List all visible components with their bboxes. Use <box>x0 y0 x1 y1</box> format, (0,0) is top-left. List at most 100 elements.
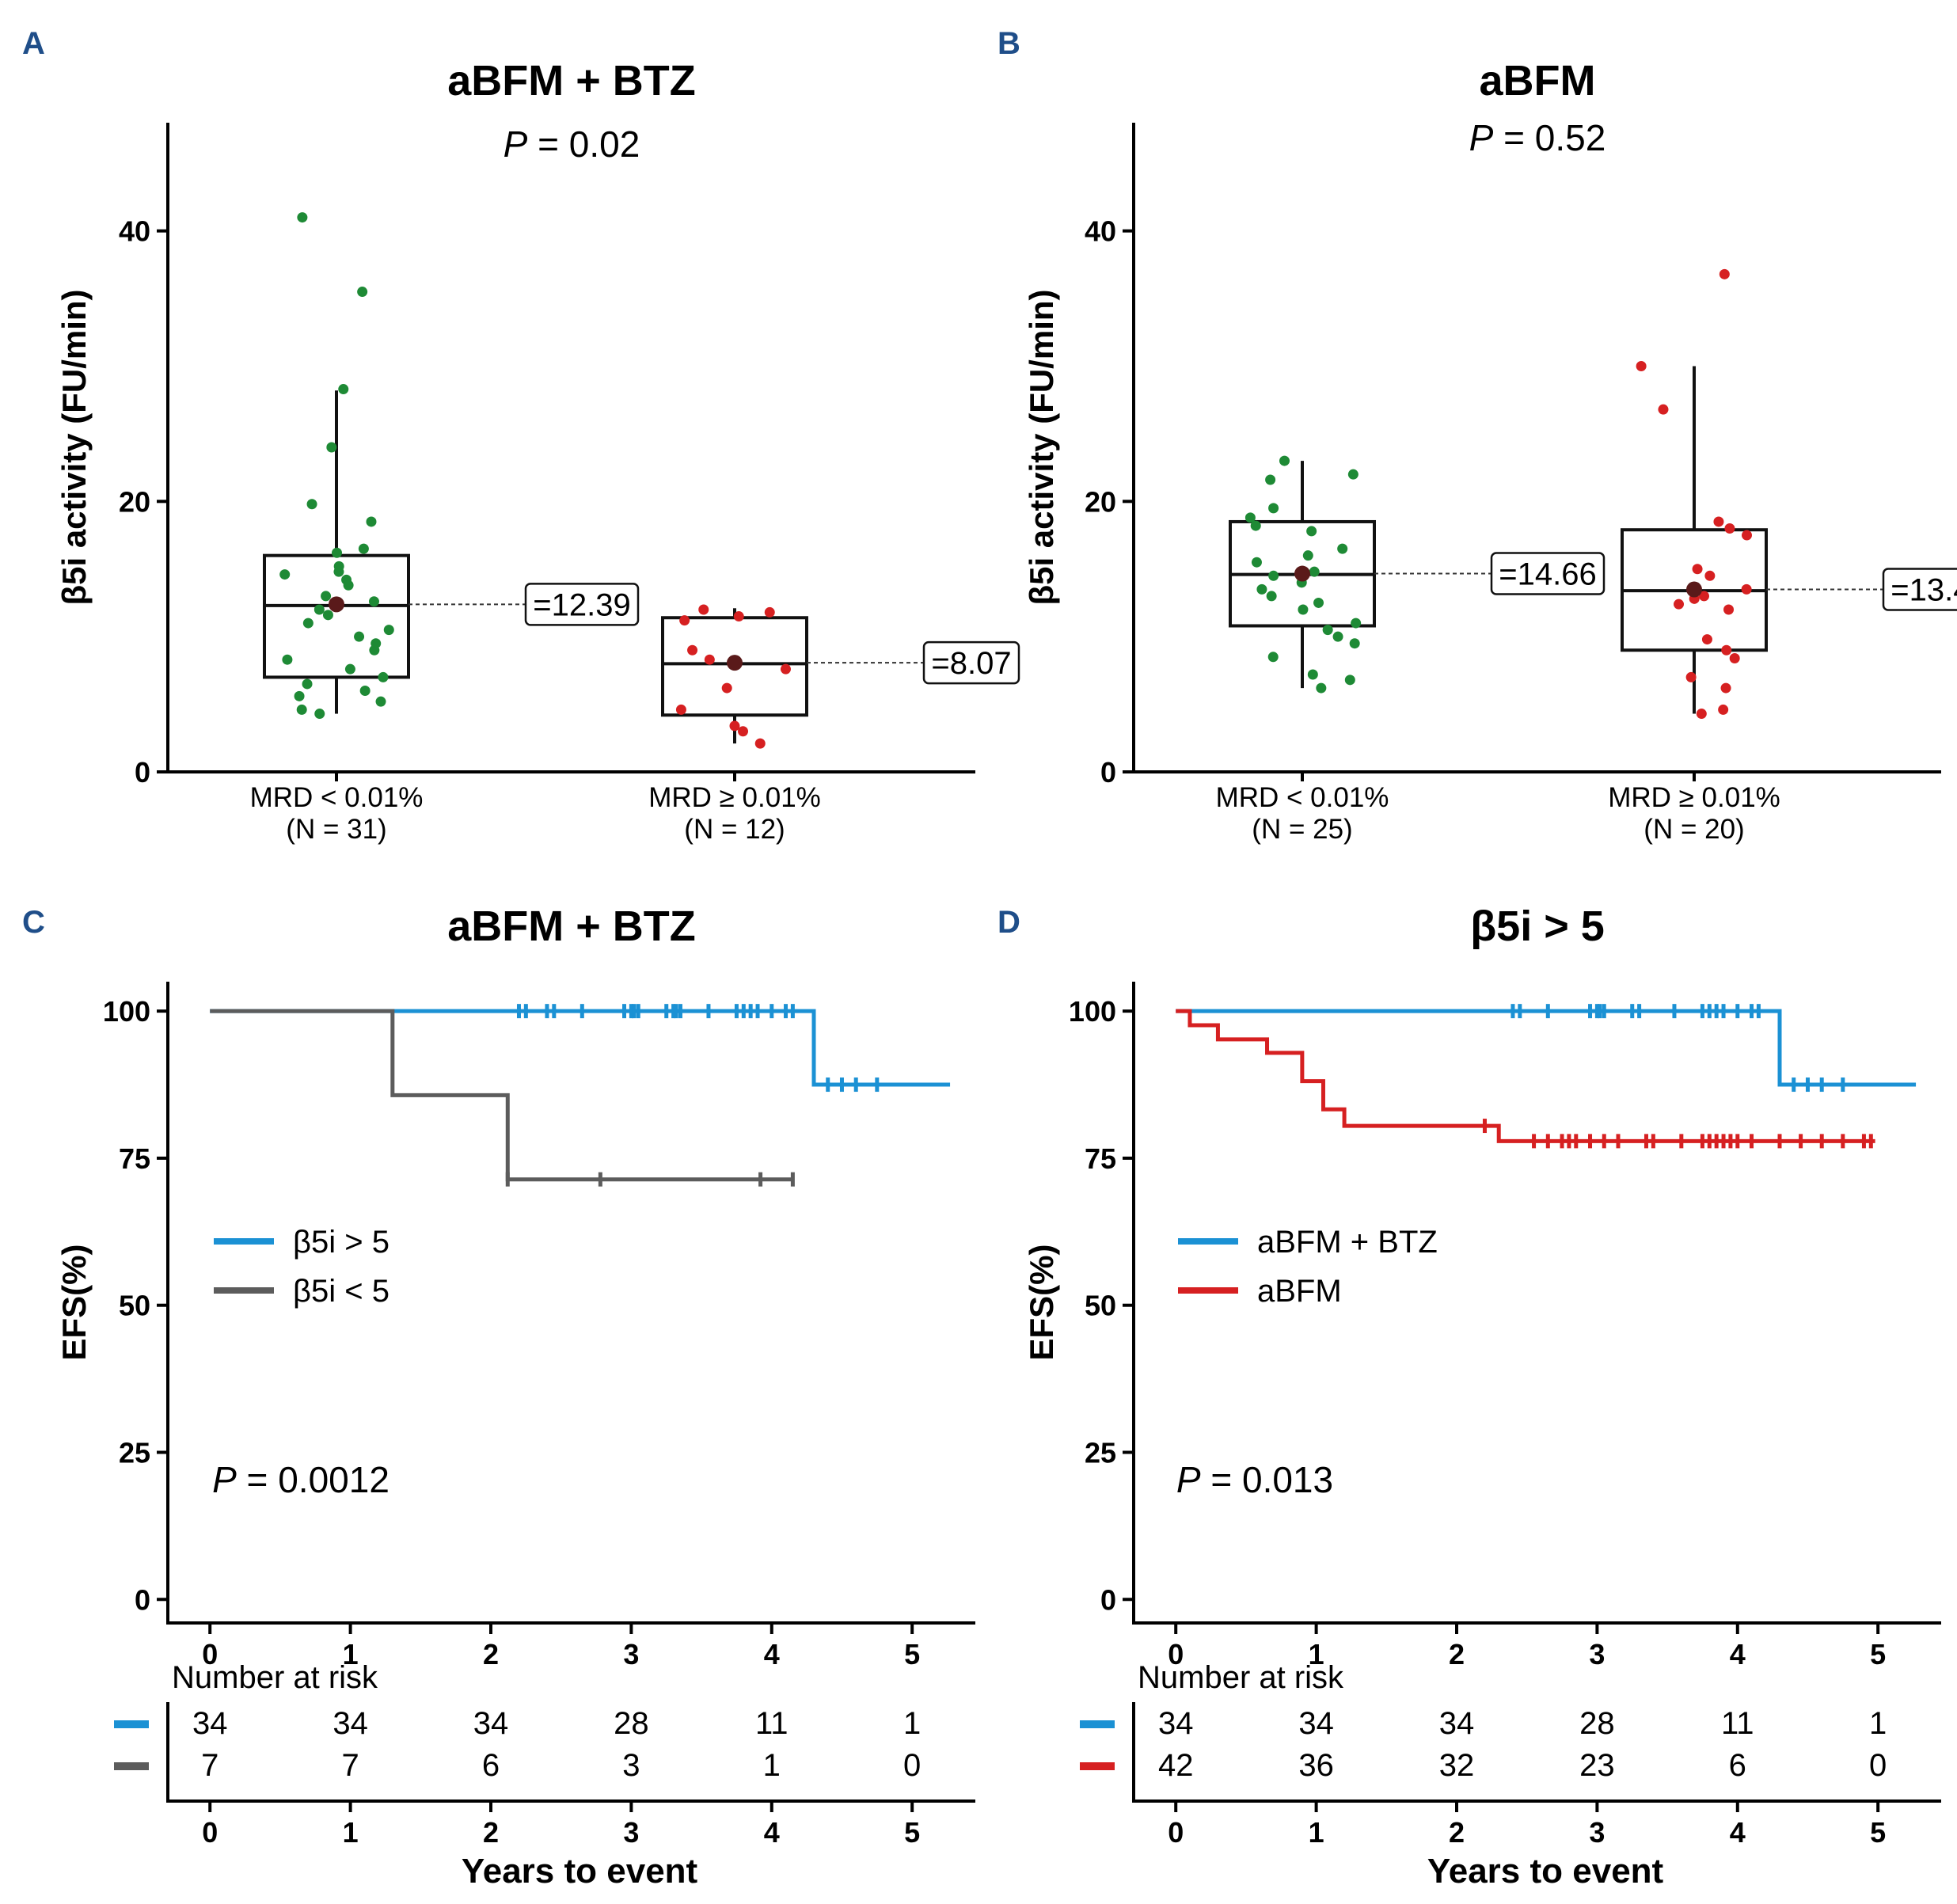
data-point <box>1268 503 1279 514</box>
chart-title: aBFM + BTZ <box>447 57 696 105</box>
data-point <box>332 547 343 558</box>
risk-count: 28 <box>1579 1706 1615 1741</box>
risk-x-tick-label: 4 <box>1730 1816 1746 1849</box>
legend-label: aBFM + BTZ <box>1257 1225 1438 1260</box>
legend-label: aBFM <box>1257 1274 1342 1309</box>
y-tick-label: 0 <box>1100 1583 1116 1616</box>
legend-label: β5i > 5 <box>293 1225 390 1260</box>
data-point <box>1713 516 1724 527</box>
risk-count: 34 <box>1298 1706 1334 1741</box>
x-tick-label: 0 <box>1168 1638 1184 1670</box>
risk-x-tick-label: 3 <box>1589 1816 1605 1849</box>
risk-x-tick-label: 0 <box>202 1816 218 1849</box>
chart-title: aBFM + BTZ <box>447 903 696 950</box>
data-point <box>687 644 698 656</box>
data-point <box>1704 570 1716 581</box>
data-point <box>1268 570 1279 581</box>
risk-count: 36 <box>1298 1748 1334 1783</box>
data-point <box>1347 469 1358 480</box>
data-point <box>321 591 332 602</box>
data-point <box>1337 543 1348 554</box>
y-tick-label: 25 <box>1085 1436 1116 1469</box>
data-point <box>698 604 709 615</box>
category-count: (N = 25) <box>1252 814 1352 845</box>
data-point <box>297 212 308 223</box>
panel-label: A <box>22 26 45 61</box>
data-point <box>1701 634 1712 645</box>
x-tick-label: 2 <box>1449 1638 1465 1670</box>
risk-count: 34 <box>1439 1706 1475 1741</box>
data-point <box>338 384 349 395</box>
box-group: MRD ≥ 0.01%(N = 20) =13.49 <box>1608 268 1957 845</box>
data-point <box>1251 557 1262 568</box>
data-point <box>1741 583 1752 595</box>
risk-count: 32 <box>1439 1748 1475 1783</box>
risk-count: 23 <box>1579 1748 1615 1783</box>
risk-count: 11 <box>755 1706 788 1741</box>
p-value-label: P = 0.0012 <box>212 1459 390 1500</box>
risk-count: 7 <box>201 1748 218 1783</box>
data-point <box>733 611 744 622</box>
data-point <box>780 663 791 675</box>
data-point <box>357 287 368 298</box>
data-point <box>1256 583 1267 595</box>
data-point <box>1718 704 1729 715</box>
risk-x-tick-label: 2 <box>483 1816 499 1849</box>
y-tick-label: 20 <box>119 485 150 518</box>
data-point <box>1298 604 1309 615</box>
data-point <box>296 704 307 715</box>
data-point <box>302 678 313 690</box>
data-point <box>358 543 369 554</box>
data-point <box>1313 597 1324 608</box>
y-tick-label: 40 <box>119 215 150 248</box>
data-point <box>1250 520 1261 531</box>
x-tick-label: 5 <box>904 1638 920 1670</box>
data-point <box>704 654 715 665</box>
y-tick-label: 20 <box>1085 485 1116 518</box>
data-point <box>1674 599 1685 610</box>
y-axis-title: EFS(%) <box>55 1245 93 1361</box>
risk-count: 6 <box>1729 1748 1746 1783</box>
y-tick-label: 25 <box>119 1436 150 1469</box>
data-point <box>375 696 386 707</box>
data-point <box>1692 564 1703 575</box>
risk-count: 1 <box>763 1748 781 1783</box>
data-point <box>1729 653 1740 663</box>
y-axis-title: β5i activity (FU/min) <box>1023 289 1060 605</box>
risk-count: 34 <box>473 1706 509 1741</box>
box-group: MRD < 0.01%(N = 25) =14.66 <box>1216 455 1606 845</box>
data-point <box>1349 638 1360 649</box>
mean-point <box>1294 565 1310 582</box>
risk-count: 28 <box>614 1706 649 1741</box>
risk-count: 11 <box>1721 1706 1754 1741</box>
data-point <box>383 625 394 636</box>
x-tick-label: 2 <box>483 1638 499 1670</box>
data-point <box>314 604 325 615</box>
y-tick-label: 100 <box>1069 995 1116 1028</box>
risk-count: 1 <box>1869 1706 1887 1741</box>
survival-curve <box>1176 1009 1917 1087</box>
risk-table-title: Number at risk <box>1138 1660 1344 1695</box>
data-point <box>1685 671 1697 682</box>
data-point <box>1309 566 1320 577</box>
data-point <box>1244 512 1256 523</box>
data-point <box>1316 682 1327 694</box>
data-point <box>378 671 389 682</box>
p-value-label: P = 0.52 <box>1469 117 1606 158</box>
data-point <box>314 709 325 720</box>
data-point <box>1351 618 1362 629</box>
data-point <box>1332 631 1343 642</box>
survival-curve <box>1176 1009 1875 1143</box>
p-value-label: P = 0.013 <box>1176 1459 1333 1500</box>
data-point <box>343 580 354 591</box>
y-tick-label: 50 <box>119 1290 150 1322</box>
risk-count: 0 <box>1869 1748 1887 1783</box>
risk-count: 6 <box>482 1748 500 1783</box>
survival-curve <box>210 1009 793 1182</box>
risk-count: 34 <box>332 1706 368 1741</box>
x-axis-title: Years to event <box>462 1852 698 1891</box>
risk-count: 34 <box>192 1706 228 1741</box>
